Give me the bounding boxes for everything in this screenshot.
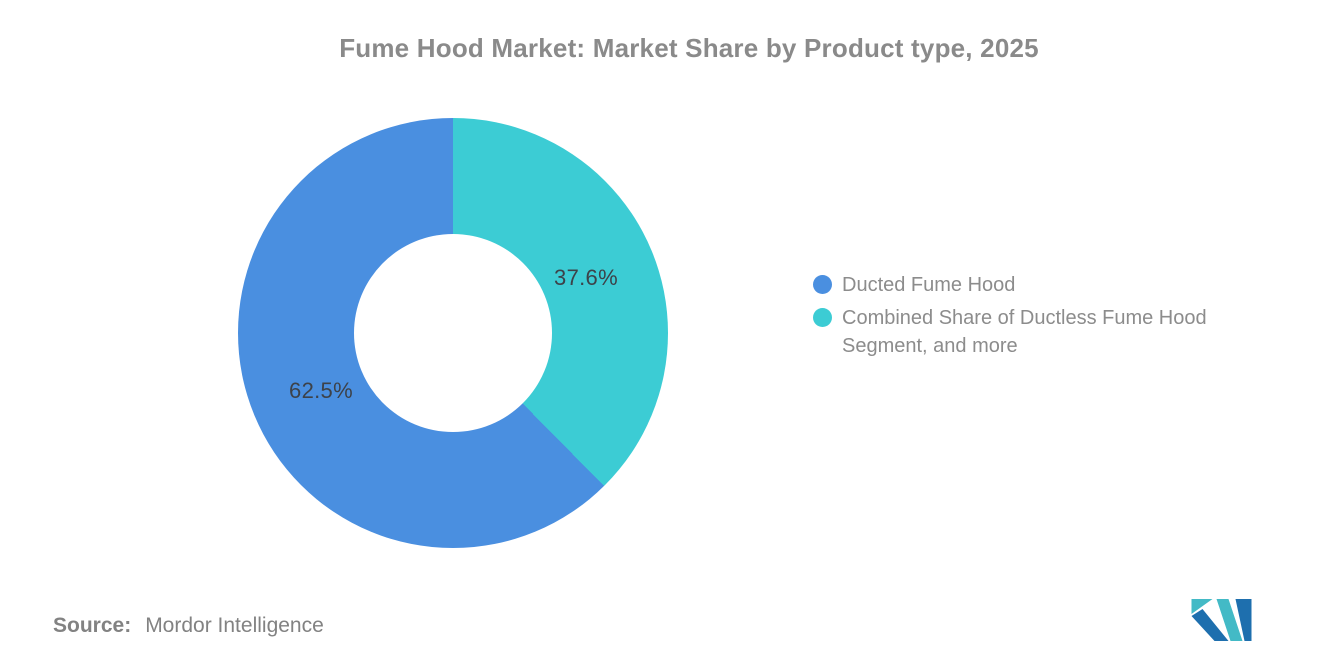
- legend-label: Combined Share of Ductless Fume Hood Seg…: [842, 307, 1207, 357]
- slice-label-ductless: 37.6%: [554, 265, 618, 290]
- slice-label-ducted: 62.5%: [289, 378, 353, 403]
- legend-marker-ductless-icon: [813, 308, 832, 327]
- source-value: Mordor Intelligence: [145, 614, 324, 637]
- legend: Ducted Fume Hood Combined Share of Ductl…: [813, 271, 1212, 360]
- mordor-intelligence-logo: [1191, 599, 1252, 641]
- logo-blue-bar: [1235, 599, 1252, 641]
- legend-marker-ducted-icon: [813, 275, 832, 294]
- logo-teal-cap: [1191, 599, 1213, 614]
- source-label: Source:: [53, 614, 132, 637]
- logo-teal-diagonal: [1216, 599, 1243, 641]
- legend-item-ducted: Ducted Fume Hood: [813, 271, 1212, 299]
- logo-blue-diagonal: [1191, 609, 1229, 641]
- legend-label: Ducted Fume Hood: [842, 274, 1016, 296]
- donut-hole: [354, 234, 552, 432]
- legend-item-ductless: Combined Share of Ductless Fume Hood Seg…: [813, 304, 1212, 360]
- chart-title: Fume Hood Market: Market Share by Produc…: [339, 33, 1039, 63]
- donut-chart: 62.5% 37.6%: [238, 118, 668, 548]
- source-line: Source: Mordor Intelligence: [53, 614, 324, 638]
